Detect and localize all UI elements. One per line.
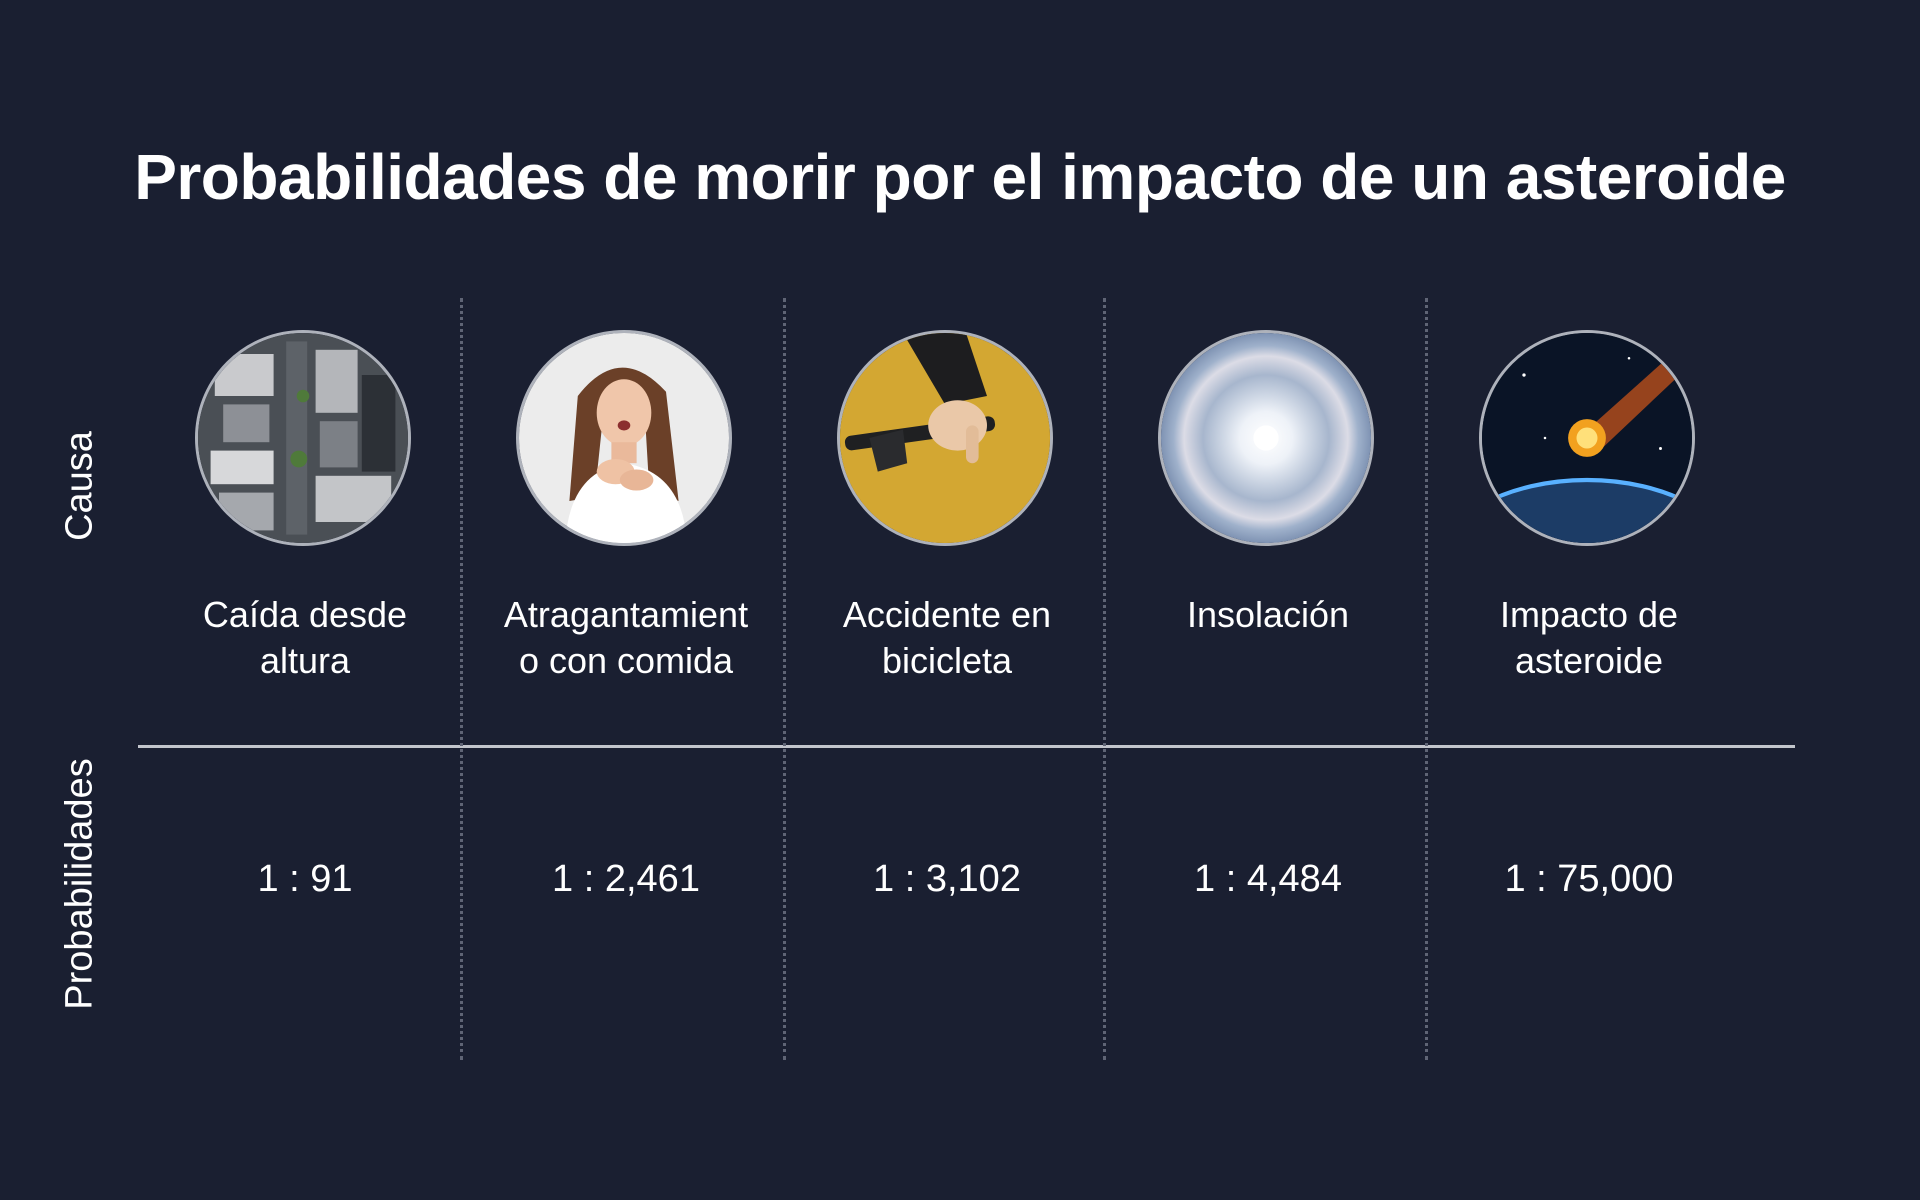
cause-column-bicycle: Accidente en bicicleta 1 : 3,102 bbox=[787, 330, 1107, 930]
choking-woman-photo bbox=[516, 330, 732, 546]
row-label-cause: Causa bbox=[58, 431, 101, 541]
asteroid-earth-photo bbox=[1479, 330, 1695, 546]
sun-halo-photo bbox=[1158, 330, 1374, 546]
cause-name: Impacto de asteroide bbox=[1499, 594, 1679, 681]
cause-name: Accidente en bicicleta bbox=[842, 594, 1052, 681]
row-label-odds: Probabilidades bbox=[58, 758, 101, 1010]
column-divider bbox=[783, 298, 786, 1060]
cause-name: Atragantamient o con comida bbox=[503, 594, 749, 681]
column-divider bbox=[460, 298, 463, 1060]
cause-column-choking: Atragantamient o con comida 1 : 2,461 bbox=[466, 330, 786, 930]
city-aerial-photo bbox=[195, 330, 411, 546]
cause-name: Insolación bbox=[1186, 594, 1350, 635]
bicycle-handlebar-photo bbox=[837, 330, 1053, 546]
column-divider bbox=[1103, 298, 1106, 1060]
odds-value: 1 : 4,484 bbox=[1194, 858, 1342, 900]
cause-column-fall: Caída desde altura 1 : 91 bbox=[145, 330, 465, 930]
odds-value: 1 : 75,000 bbox=[1504, 858, 1674, 900]
cause-column-asteroid: Impacto de asteroide 1 : 75,000 bbox=[1429, 330, 1749, 930]
page-title: Probabilidades de morir por el impacto d… bbox=[134, 141, 1786, 213]
odds-value: 1 : 2,461 bbox=[552, 858, 700, 900]
column-divider bbox=[1425, 298, 1428, 1060]
cause-column-sunstroke: Insolación 1 : 4,484 bbox=[1108, 330, 1428, 930]
horizontal-separator bbox=[138, 745, 1795, 748]
odds-value: 1 : 3,102 bbox=[873, 858, 1021, 900]
odds-value: 1 : 91 bbox=[257, 858, 353, 900]
cause-name: Caída desde altura bbox=[202, 594, 408, 681]
